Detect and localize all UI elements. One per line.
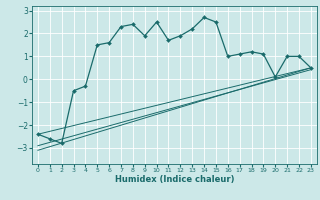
X-axis label: Humidex (Indice chaleur): Humidex (Indice chaleur) bbox=[115, 175, 234, 184]
